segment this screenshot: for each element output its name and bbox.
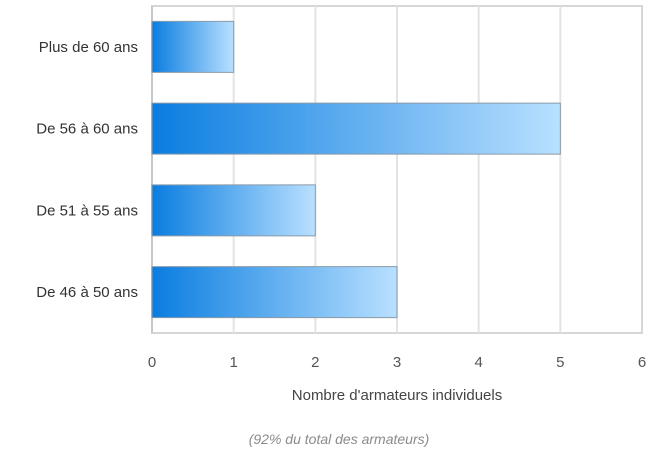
category-label-2: De 51 à 55 ans [36, 202, 138, 219]
x-tick-label-5: 5 [556, 354, 564, 371]
bar-0 [151, 20, 235, 73]
bars [151, 20, 561, 319]
x-tick-label-6: 6 [638, 354, 646, 371]
x-axis-title: Nombre d'armateurs individuels [292, 387, 502, 404]
x-tick-labels: 0 1 2 3 4 5 6 [148, 354, 646, 371]
bar-2 [151, 184, 316, 237]
x-tick-label-3: 3 [393, 354, 401, 371]
bar-1 [151, 102, 561, 155]
category-label-0: Plus de 60 ans [39, 39, 138, 56]
x-tick-label-2: 2 [311, 354, 319, 371]
category-label-3: De 46 à 50 ans [36, 284, 138, 301]
bar-3 [151, 266, 398, 319]
x-tick-label-0: 0 [148, 354, 156, 371]
category-label-1: De 56 à 60 ans [36, 121, 138, 138]
category-labels: Plus de 60 ans De 56 à 60 ans De 51 à 55 a… [36, 39, 138, 301]
footnote: (92% du total des armateurs) [249, 431, 430, 447]
x-tick-label-4: 4 [474, 354, 482, 371]
x-tick-label-1: 1 [229, 354, 237, 371]
